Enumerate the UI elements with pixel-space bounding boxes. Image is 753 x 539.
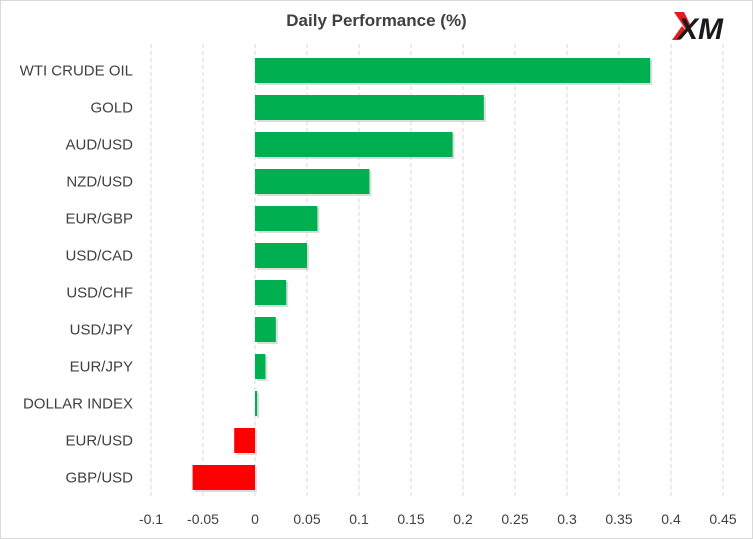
category-label: AUD/USD xyxy=(65,137,133,154)
bar xyxy=(255,169,370,194)
x-axis-tick-labels: -0.1 -0.05 0 0.05 0.1 0.15 0.2 0.25 0.3 0.35 0.4 0.… xyxy=(139,511,737,527)
x-tick-label: -0.1 xyxy=(139,511,163,527)
bar-shadow xyxy=(257,393,260,418)
grid-layer xyxy=(150,44,724,499)
category-label: GOLD xyxy=(90,100,133,117)
category-label: WTI CRUDE OIL xyxy=(20,63,133,80)
category-label: GBP/USD xyxy=(65,470,133,487)
bar xyxy=(255,243,307,268)
x-tick-label: 0.4 xyxy=(661,511,681,527)
x-tick-label: -0.05 xyxy=(187,511,219,527)
bar xyxy=(255,280,287,305)
chart-title: Daily Performance (%) xyxy=(286,11,467,30)
category-label: DOLLAR INDEX xyxy=(23,396,133,413)
x-tick-label: 0 xyxy=(251,511,259,527)
x-tick-label: 0.05 xyxy=(293,511,320,527)
category-label: USD/CAD xyxy=(65,248,133,265)
x-tick-label: 0.35 xyxy=(605,511,632,527)
bar xyxy=(255,58,651,83)
x-tick-label: 0.45 xyxy=(709,511,736,527)
bar xyxy=(255,95,484,120)
x-tick-label: 0.15 xyxy=(397,511,424,527)
bar xyxy=(234,428,255,453)
bar xyxy=(255,317,276,342)
category-label: EUR/GBP xyxy=(65,211,133,228)
bar xyxy=(192,465,255,490)
category-labels: WTI CRUDE OIL GOLD AUD/USD NZD/USD EUR/GBP US… xyxy=(20,63,134,487)
bar-layer xyxy=(192,58,653,492)
bar xyxy=(255,354,266,379)
x-tick-label: 0.3 xyxy=(557,511,577,527)
category-label: EUR/JPY xyxy=(70,359,133,376)
x-tick-label: 0.1 xyxy=(349,511,369,527)
x-tick-label: 0.25 xyxy=(501,511,528,527)
category-label: USD/JPY xyxy=(70,322,133,339)
x-tick-label: 0.2 xyxy=(453,511,473,527)
xm-logo-icon: XM xyxy=(672,12,724,46)
category-label: USD/CHF xyxy=(66,285,133,302)
bar xyxy=(255,206,318,231)
category-label: EUR/USD xyxy=(65,433,133,450)
category-label: NZD/USD xyxy=(66,174,133,191)
bar xyxy=(255,132,453,157)
xm-logo-text: XM xyxy=(676,13,724,46)
bar xyxy=(255,391,258,416)
